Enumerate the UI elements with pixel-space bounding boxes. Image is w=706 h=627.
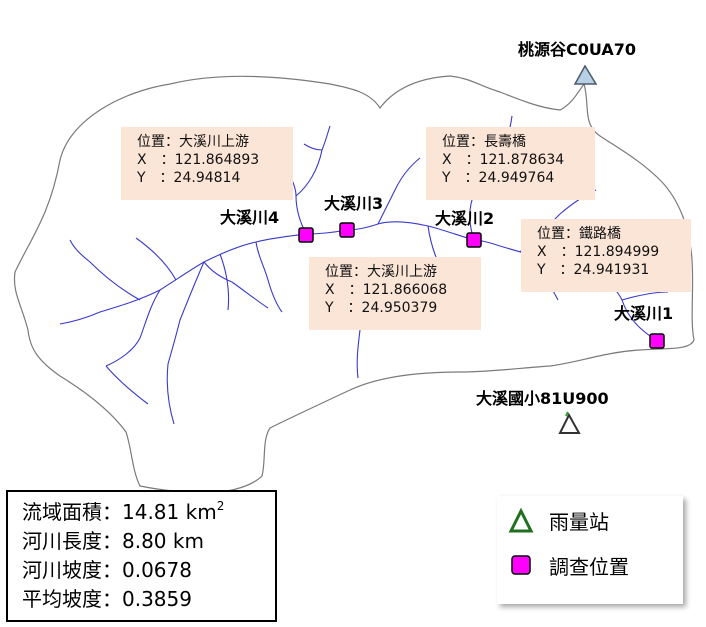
callout-x: X ：121.864893	[137, 152, 260, 168]
survey-marker-s3	[339, 222, 355, 238]
callout-y: Y ：24.950379	[325, 300, 438, 316]
rain-station-daxi-icon	[558, 412, 581, 434]
legend-symbols	[508, 507, 534, 575]
station-label-south: 大溪國小81U900	[476, 389, 609, 408]
callout-y: Y ：24.949764	[442, 170, 555, 186]
callout-s1: 位置：鐵路橋 X ：121.894999 Y ：24.941931	[521, 219, 691, 292]
callout-location: 位置：鐵路橋	[537, 226, 621, 242]
site-label-s4: 大溪川4	[220, 208, 280, 227]
callout-y: Y ：24.941931	[537, 262, 650, 278]
legend-survey-label: 調查位置	[549, 555, 629, 579]
stat-avg-slope: 平均坡度：0.3859	[22, 587, 192, 611]
callout-s4: 位置：大溪川上游 X ：121.864893 Y ：24.94814	[121, 127, 293, 200]
survey-marker-s2	[466, 232, 482, 248]
watershed-stats-box: 流域面積：14.81 km2 河川長度：8.80 km 河川坡度：0.0678 …	[6, 490, 277, 622]
callout-x: X ：121.894999	[537, 244, 660, 260]
callout-location: 位置：大溪川上游	[137, 134, 249, 150]
callout-y: Y ：24.94814	[137, 170, 241, 186]
site-label-s2: 大溪川2	[435, 209, 495, 228]
map-legend: 雨量站 調查位置	[497, 496, 683, 604]
stat-slope: 河川坡度：0.0678	[22, 558, 192, 582]
callout-x: X ：121.866068	[325, 282, 448, 298]
rain-station-taoyuangu-icon	[573, 64, 598, 85]
survey-marker-s1	[649, 333, 665, 349]
stat-area: 流域面積：14.81 km2	[22, 498, 275, 527]
station-label-north: 桃源谷C0UA70	[518, 40, 637, 59]
site-label-s3: 大溪川3	[324, 194, 384, 213]
stat-length: 河川長度：8.80 km	[22, 529, 204, 553]
callout-location: 位置：大溪川上游	[325, 264, 437, 280]
callout-location: 位置：長壽橋	[442, 134, 526, 150]
callout-s2: 位置：長壽橋 X ：121.878634 Y ：24.949764	[426, 127, 595, 200]
legend-rain-station-icon	[508, 507, 534, 533]
callout-s3: 位置：大溪川上游 X ：121.866068 Y ：24.950379	[309, 257, 481, 330]
survey-marker-s4	[298, 227, 314, 243]
site-label-s1: 大溪川1	[614, 304, 674, 323]
callout-x: X ：121.878634	[442, 152, 565, 168]
legend-rain-label: 雨量站	[549, 510, 609, 534]
stat-area-text: 流域面積：14.81 km	[22, 500, 217, 524]
stat-area-sup: 2	[216, 499, 225, 513]
legend-survey-marker-icon	[511, 555, 531, 575]
